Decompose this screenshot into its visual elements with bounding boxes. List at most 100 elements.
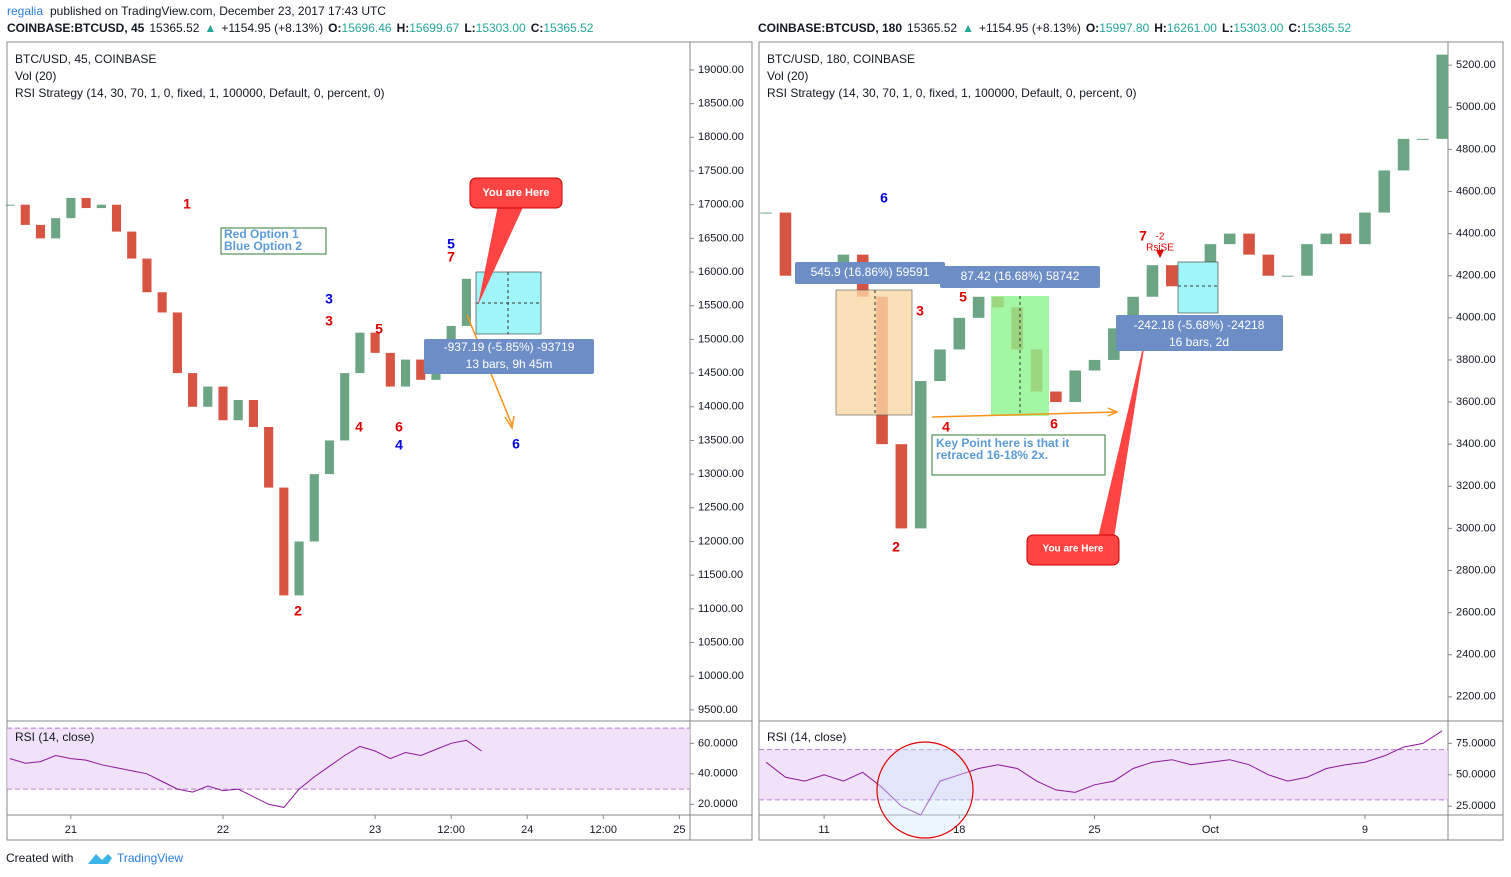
symbol-info: C: (1288, 21, 1301, 35)
candle (400, 359, 411, 387)
candle (1108, 328, 1120, 360)
x-tick-label: 24 (521, 824, 533, 836)
symbol-info: 15696.46 (342, 21, 392, 35)
symbol-info: 15303.00 (476, 21, 526, 35)
wave-label: 7 (1139, 228, 1147, 244)
y-tick-label: 14500.00 (698, 367, 744, 379)
candle (1417, 138, 1429, 140)
candle (20, 204, 30, 225)
footer-logo[interactable]: TradingView (88, 851, 183, 865)
range-box (835, 289, 913, 416)
wave-label: 4 (355, 419, 363, 435)
candle (1262, 254, 1275, 276)
wave-label: 3 (916, 303, 924, 319)
y-tick-label: 3600.00 (1456, 396, 1496, 408)
candle (895, 444, 908, 529)
candle (1223, 233, 1236, 245)
candle (1378, 170, 1391, 213)
rsi-title: RSI (14, close) (767, 730, 846, 744)
rsi-y-tick-label: 75.0000 (1456, 737, 1496, 749)
y-tick-label: 4200.00 (1456, 270, 1496, 282)
symbol-info: +1154.95 (+8.13%) (221, 21, 323, 35)
symbol-info: H: (1154, 21, 1167, 35)
y-tick-label: 15500.00 (698, 300, 744, 312)
candle (953, 317, 966, 350)
chart-panel (758, 41, 1504, 841)
candle (127, 231, 137, 259)
y-tick-label: 2200.00 (1456, 691, 1496, 703)
y-tick-label: 13000.00 (698, 468, 744, 480)
support-arrow (931, 407, 1119, 418)
y-tick-label: 19000.00 (698, 64, 744, 76)
candle (218, 386, 228, 421)
y-tick-label: 14000.00 (698, 401, 744, 413)
candle (294, 541, 304, 596)
wave-label: 5 (447, 236, 455, 252)
y-tick-label: 16000.00 (698, 266, 744, 278)
pane-title: RSI Strategy (14, 30, 70, 1, 0, fixed, 1… (767, 86, 1137, 100)
pane-title: RSI Strategy (14, 30, 70, 1, 0, fixed, 1… (15, 86, 385, 100)
x-tick-label: 12:00 (437, 824, 465, 836)
candle (248, 400, 258, 427)
symbol-info: COINBASE:BTCUSD, 180 (758, 21, 902, 35)
y-tick-label: 4000.00 (1456, 312, 1496, 324)
candle (172, 312, 182, 374)
candle (1243, 233, 1255, 255)
y-tick-label: 4400.00 (1456, 228, 1496, 240)
author[interactable]: regalia (7, 4, 43, 18)
symbol-info: 15365.52 (1301, 21, 1351, 35)
annotation: 16 bars, 2d (1169, 335, 1229, 349)
rsi-title: RSI (14, close) (15, 730, 94, 744)
y-tick-label: 18000.00 (698, 131, 744, 143)
logo-icon (88, 854, 112, 864)
y-tick-label: 3000.00 (1456, 522, 1496, 534)
annotation: Key Point here is that it (936, 436, 1069, 450)
candle (264, 426, 274, 488)
rsi-y-tick-label: 25.0000 (1456, 800, 1496, 812)
chart-panel (6, 41, 753, 841)
y-tick-label: 4800.00 (1456, 143, 1496, 155)
y-tick-label: 17500.00 (698, 165, 744, 177)
candle (779, 212, 792, 276)
signal-arrow (1156, 250, 1164, 258)
candle (66, 197, 76, 219)
symbol-info: 15997.80 (1099, 21, 1149, 35)
candle (370, 332, 380, 353)
candle (81, 197, 91, 209)
y-tick-label: 11000.00 (698, 603, 743, 615)
candle (233, 400, 243, 421)
measure-box (795, 262, 945, 284)
candle (1069, 370, 1081, 403)
option-box (220, 227, 327, 255)
wave-label: 6 (395, 419, 403, 435)
y-tick-label: 4600.00 (1456, 185, 1496, 197)
y-tick-label: 3800.00 (1456, 354, 1496, 366)
candle (5, 204, 15, 206)
symbol-info: H: (397, 21, 410, 35)
wave-label: 7 (447, 249, 455, 265)
rsi-band (7, 728, 690, 790)
annotation: 545.9 (16.86%) 59591 (811, 265, 930, 279)
candle (1301, 244, 1313, 276)
symbol-info: +1154.95 (+8.13%) (979, 21, 1081, 35)
annotation: -242.18 (-5.68%) -24218 (1134, 318, 1265, 332)
y-tick-label: 2600.00 (1456, 607, 1496, 619)
y-tick-label: 5200.00 (1456, 59, 1496, 71)
note-box (931, 434, 1106, 476)
candle (760, 212, 772, 214)
candle (461, 278, 471, 326)
rsi-y-tick-label: 50.0000 (1456, 769, 1496, 781)
wave-label: 5 (959, 289, 967, 305)
symbol-info: 15699.67 (409, 21, 459, 35)
symbol-info: L: (1222, 21, 1233, 35)
measure-box (1116, 315, 1283, 351)
symbol-info: 15365.52 (543, 21, 593, 35)
callout (1026, 534, 1120, 566)
symbol-info: ▲ (962, 21, 974, 35)
rsi-line (765, 730, 1443, 816)
x-tick-label: 12:00 (590, 824, 618, 836)
symbol-info: ▲ (204, 21, 216, 35)
published-line: published on TradingView.com, December 2… (50, 4, 386, 18)
candle (309, 474, 319, 542)
symbol-info: 15365.52 (907, 21, 957, 35)
